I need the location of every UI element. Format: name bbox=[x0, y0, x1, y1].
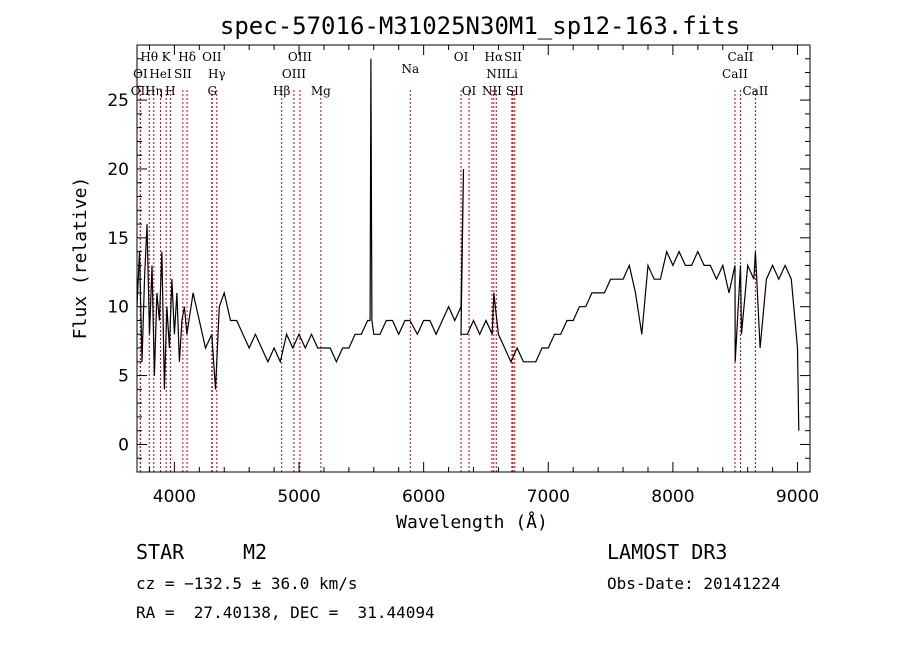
y-tick-label: 10 bbox=[107, 298, 129, 318]
line-marker-label: Hη bbox=[145, 84, 163, 98]
line-marker-label: Hγ bbox=[208, 67, 226, 81]
obs-date: Obs-Date: 20141224 bbox=[607, 574, 781, 593]
x-tick-label: 8000 bbox=[651, 487, 694, 507]
x-tick-label: 4000 bbox=[153, 487, 196, 507]
line-marker-label: Na bbox=[401, 62, 419, 76]
y-axis-ticks: 0 5 10 15 20 25 bbox=[107, 58, 810, 459]
redshift-readout: cz = −132.5 ± 36.0 km/s bbox=[136, 574, 358, 593]
x-tick-label: 7000 bbox=[527, 487, 570, 507]
line-marker-label: Hδ bbox=[178, 50, 196, 64]
line-marker-label: HeI bbox=[149, 67, 172, 81]
y-tick-label: 15 bbox=[107, 229, 129, 249]
line-marker-label: SII bbox=[174, 67, 192, 81]
plot-frame bbox=[136, 44, 811, 473]
x-tick-label: 5000 bbox=[277, 487, 320, 507]
y-tick-label: 5 bbox=[118, 367, 129, 387]
line-marker-label: CaII bbox=[742, 84, 768, 98]
line-marker-label: SII bbox=[504, 50, 522, 64]
line-marker-label: NII bbox=[486, 67, 506, 81]
x-tick-label: 6000 bbox=[402, 487, 445, 507]
line-marker-label: CaII bbox=[722, 67, 748, 81]
y-tick-label: 0 bbox=[118, 435, 129, 455]
line-marker-label: OIII bbox=[288, 50, 312, 64]
line-marker-label: Hθ bbox=[140, 50, 158, 64]
survey-name: LAMOST DR3 bbox=[607, 540, 728, 564]
chart-title: spec-57016-M31025N30M1_sp12-163.fits bbox=[220, 12, 740, 40]
line-marker-label: K bbox=[162, 50, 172, 64]
line-marker-label: OII bbox=[131, 84, 151, 98]
line-marker-label: Li bbox=[506, 67, 518, 81]
line-marker-label: Mg bbox=[311, 84, 331, 98]
spectrum-line bbox=[136, 58, 800, 431]
coordinates: RA = 27.40138, DEC = 31.44094 bbox=[136, 603, 435, 622]
line-marker-label: OI bbox=[462, 84, 477, 98]
x-axis-ticks: 4000 5000 6000 7000 8000 9000 bbox=[148, 45, 819, 507]
line-marker-label: OI bbox=[454, 50, 469, 64]
line-marker-label: CaII bbox=[728, 50, 754, 64]
line-marker-label: OI bbox=[133, 67, 148, 81]
line-marker-label: SII bbox=[506, 84, 524, 98]
x-axis-label: Wavelength (Å) bbox=[396, 511, 548, 533]
line-marker-label: Hβ bbox=[273, 84, 290, 98]
object-class: STAR bbox=[136, 540, 185, 564]
line-marker-label: OII bbox=[202, 50, 222, 64]
x-tick-label: 9000 bbox=[776, 487, 819, 507]
object-subclass: M2 bbox=[243, 540, 268, 564]
line-marker-label: H bbox=[165, 84, 175, 98]
line-marker-label: G bbox=[207, 84, 217, 98]
line-marker-label: NII bbox=[482, 84, 502, 98]
y-tick-label: 25 bbox=[107, 91, 129, 111]
y-axis-label: Flux (relative) bbox=[70, 177, 91, 340]
y-tick-label: 20 bbox=[107, 160, 129, 180]
line-marker-label: OIII bbox=[282, 67, 306, 81]
line-marker-label: Hα bbox=[485, 50, 504, 64]
